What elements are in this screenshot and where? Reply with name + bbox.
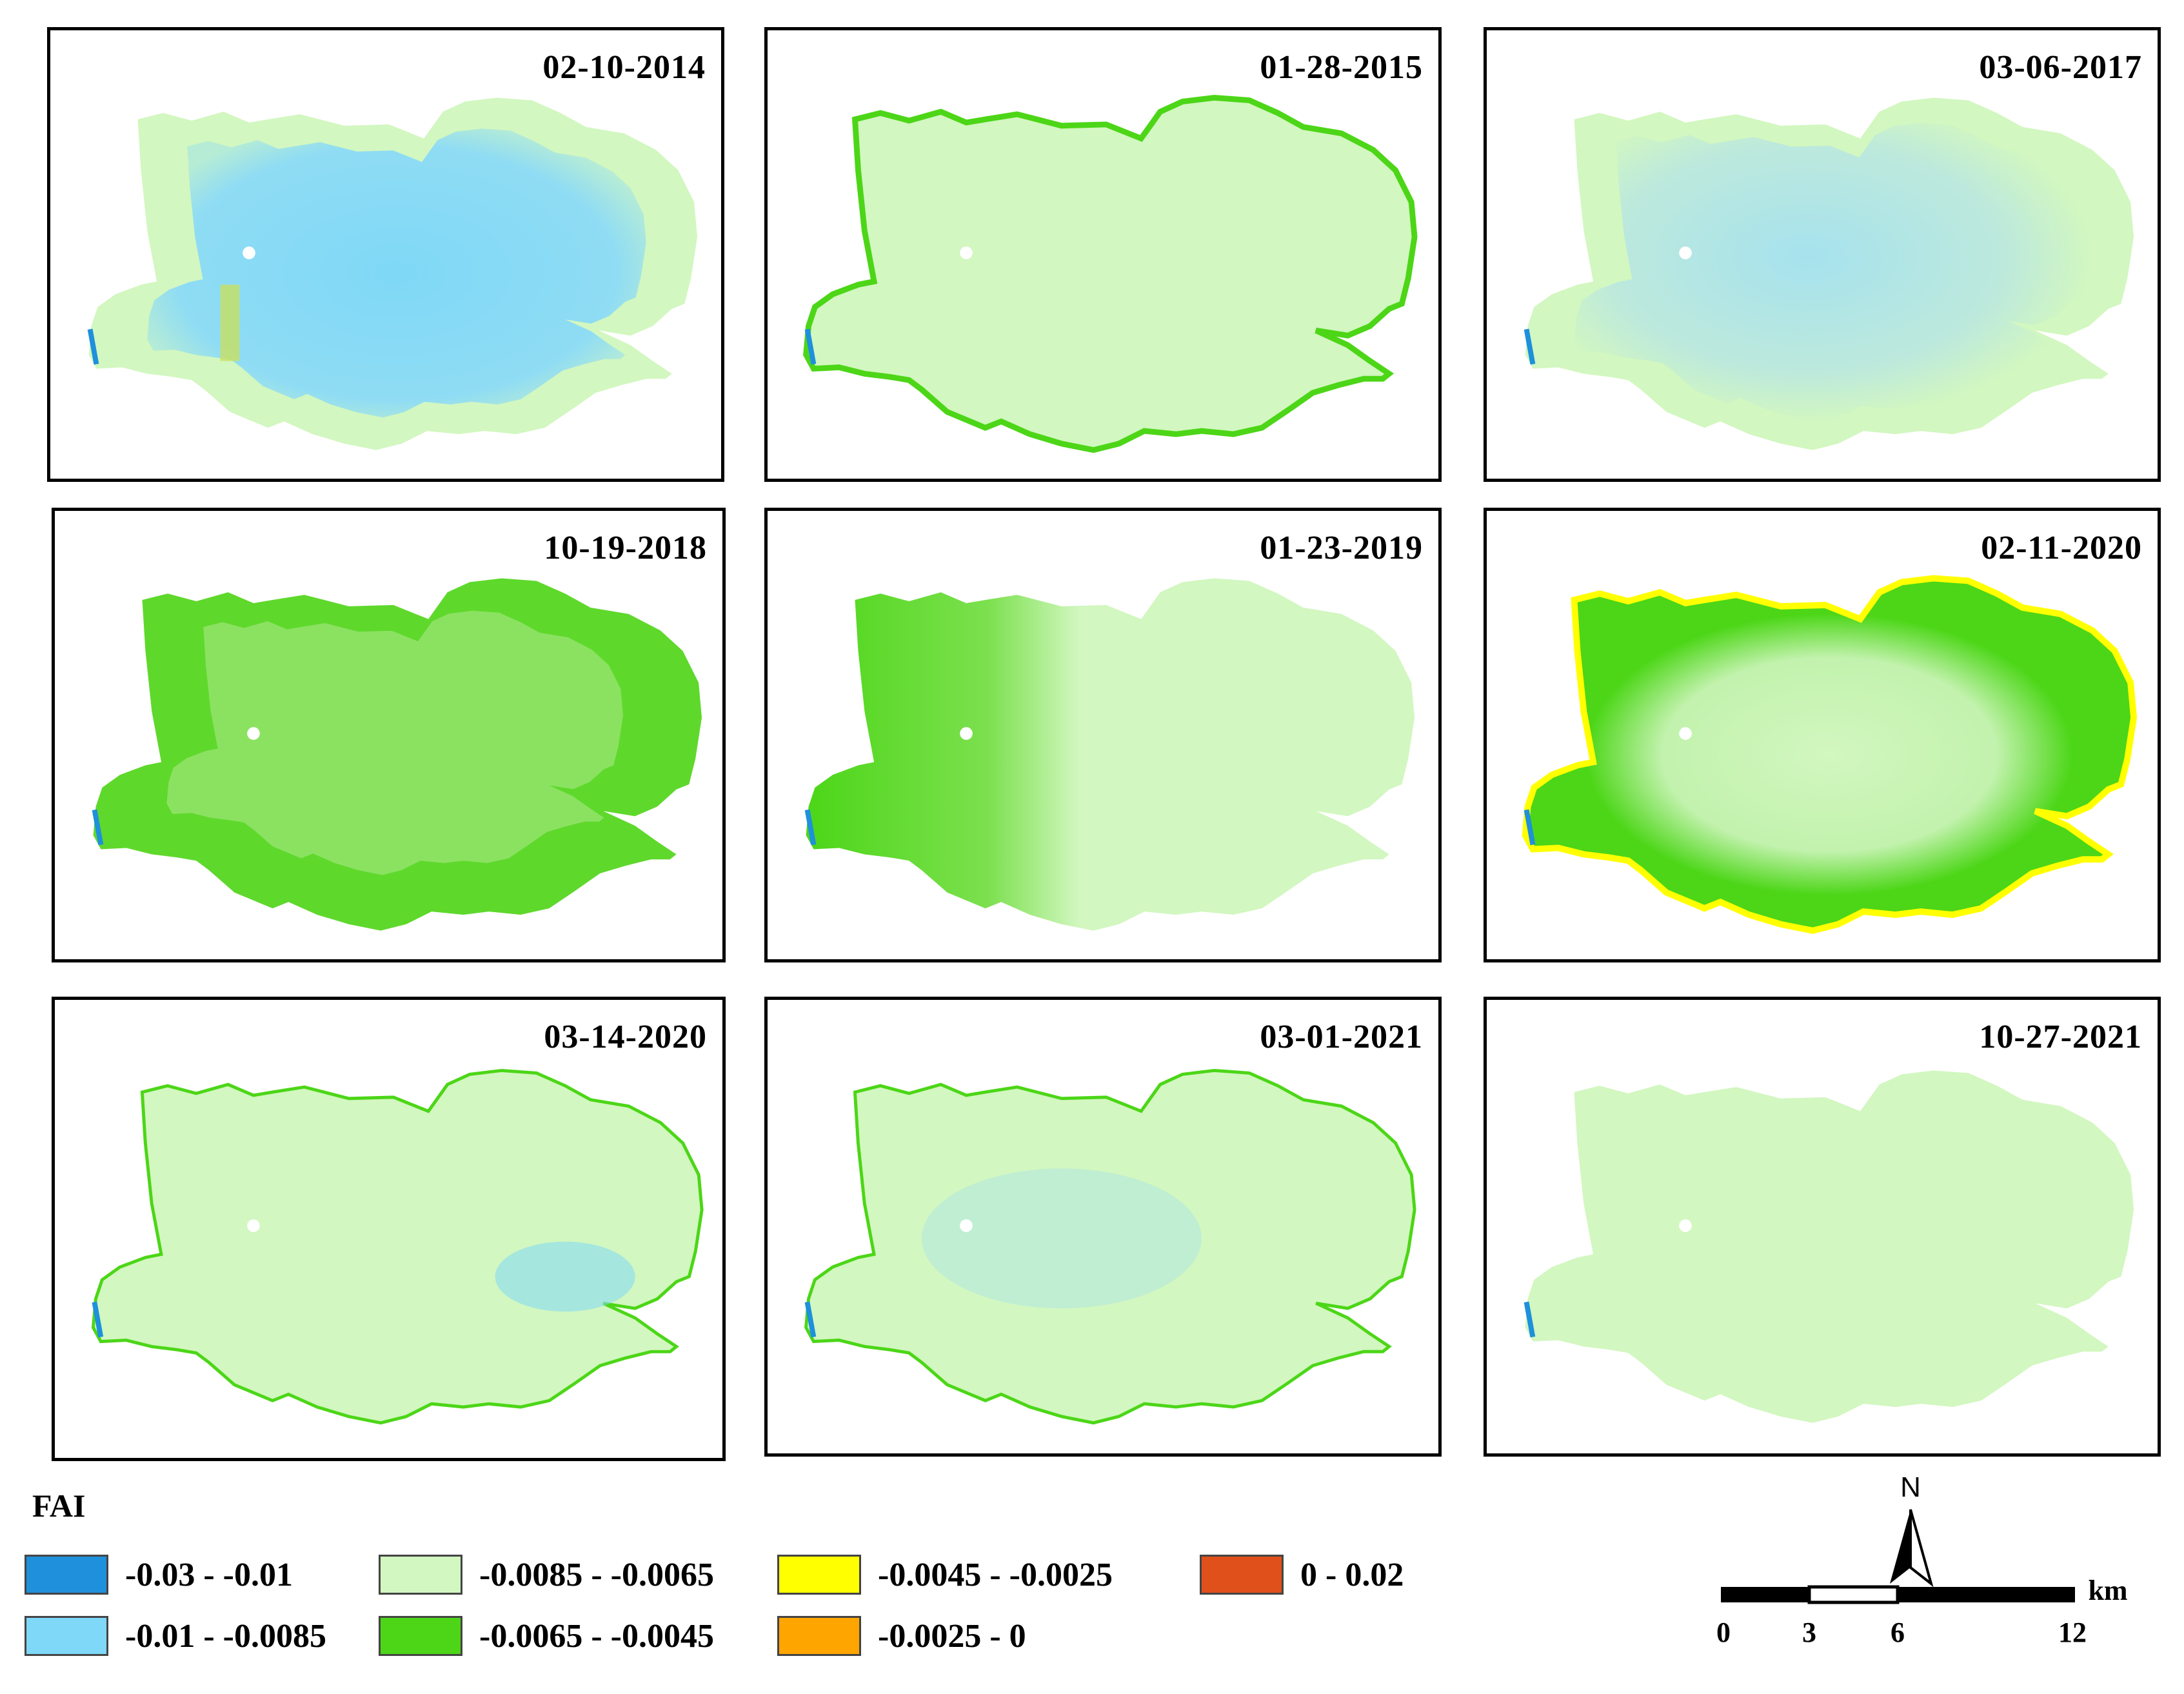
legend-swatch [379, 1555, 462, 1595]
panel-date: 01-23-2019 [1260, 530, 1423, 566]
scale-tick: 6 [1891, 1617, 1905, 1648]
island [960, 1219, 973, 1232]
panel-date: 01-28-2015 [1260, 49, 1423, 86]
island [247, 1219, 260, 1232]
lake-map [1487, 511, 2158, 959]
lake-map [1524, 1070, 2134, 1423]
shore-edge [87, 328, 99, 365]
panel-date: 03-14-2020 [544, 1019, 707, 1055]
legend-item: -0.0065 - -0.0045 [379, 1616, 714, 1656]
map-panel-2020-03-14: 03-14-2020 [52, 997, 726, 1461]
lake-map [768, 30, 1438, 479]
bloom-patch [220, 284, 240, 361]
legend-swatch [777, 1616, 861, 1656]
island [1679, 246, 1692, 259]
bloom-patch [921, 1168, 1202, 1309]
scale-bar: N km 0 3 6 12 [1716, 1464, 2167, 1658]
legend-label: 0 - 0.02 [1300, 1556, 1404, 1593]
lake-shape [1525, 1070, 2134, 1423]
map-panel-2021-03-01: 03-01-2021 [764, 997, 1442, 1457]
island [247, 727, 260, 740]
shore-edge [1524, 809, 1536, 846]
panel-date: 10-19-2018 [544, 530, 707, 566]
legend-item: -0.03 - -0.01 [25, 1555, 293, 1595]
scale-bar-graphic: N km 0 3 6 12 [1716, 1471, 2128, 1648]
bloom-patch [495, 1241, 635, 1312]
scale-segment [1807, 1585, 1900, 1604]
legend-item: -0.0085 - -0.0065 [379, 1555, 714, 1595]
lake-shape [1525, 578, 2134, 930]
lake-shape [806, 578, 1415, 931]
legend-item: -0.01 - -0.0085 [25, 1616, 326, 1656]
scale-tick: 0 [1716, 1617, 1731, 1648]
legend-swatch [379, 1616, 462, 1656]
legend-item: 0 - 0.02 [1200, 1555, 1404, 1595]
map-panel-2021-10-27: 10-27-2021 [1484, 997, 2161, 1457]
shore-edge [804, 809, 817, 846]
lake-map [92, 578, 702, 931]
legend-label: -0.0085 - -0.0065 [479, 1556, 714, 1593]
legend-swatch [25, 1555, 108, 1595]
scale-segment [1721, 1587, 1809, 1602]
shore-edge [804, 328, 817, 365]
panel-date: 10-27-2021 [1979, 1019, 2142, 1055]
island [960, 727, 973, 740]
legend-label: -0.0025 - 0 [878, 1617, 1026, 1655]
island [1679, 727, 1692, 740]
north-arrow-icon [1890, 1509, 1934, 1588]
map-panel-2017-03-06: 03-06-2017 [1484, 27, 2161, 482]
scale-tick: 3 [1802, 1617, 1816, 1648]
lake-map [55, 1000, 722, 1458]
scale-unit: km [2088, 1575, 2127, 1606]
panel-date: 02-11-2020 [1981, 530, 2142, 566]
map-panel-2019-01-23: 01-23-2019 [764, 508, 1442, 962]
shore-edge [804, 1301, 817, 1338]
map-panel-2015-01-28: 01-28-2015 [764, 27, 1442, 482]
map-panel-2018-10-19: 10-19-2018 [52, 508, 726, 962]
island [960, 246, 973, 259]
lake-shape [93, 1070, 702, 1422]
legend-label: -0.03 - -0.01 [125, 1556, 293, 1593]
legend-swatch [25, 1616, 108, 1656]
legend-label: -0.0065 - -0.0045 [479, 1617, 714, 1655]
lake-map [1524, 97, 2134, 450]
lake-map [768, 1000, 1438, 1453]
north-label: N [1900, 1471, 1921, 1503]
legend-swatch [1200, 1555, 1284, 1595]
lake-shape [806, 97, 1415, 450]
lake-map [804, 578, 1415, 931]
shore-edge [1524, 1301, 1536, 1338]
panel-date: 03-06-2017 [1979, 49, 2142, 86]
shore-edge [92, 809, 104, 846]
legend-label: -0.01 - -0.0085 [125, 1617, 326, 1655]
lake-map [87, 97, 698, 450]
scale-tick: 12 [2058, 1617, 2087, 1648]
island [1679, 1219, 1692, 1232]
map-panel-2014-02-10: 02-10-2014 [47, 27, 724, 482]
shore-edge [92, 1301, 104, 1338]
legend-label: -0.0045 - -0.0025 [878, 1556, 1113, 1593]
panel-date: 02-10-2014 [542, 49, 706, 86]
panel-date: 03-01-2021 [1260, 1019, 1423, 1055]
legend-item: -0.0045 - -0.0025 [777, 1555, 1113, 1595]
legend-swatch [777, 1555, 861, 1595]
scale-segment [1898, 1587, 2075, 1602]
island [243, 246, 255, 259]
legend-title: FAI [32, 1488, 86, 1524]
shore-edge [1524, 328, 1536, 365]
legend-item: -0.0025 - 0 [777, 1616, 1026, 1656]
map-panel-2020-02-11: 02-11-2020 [1484, 508, 2161, 962]
